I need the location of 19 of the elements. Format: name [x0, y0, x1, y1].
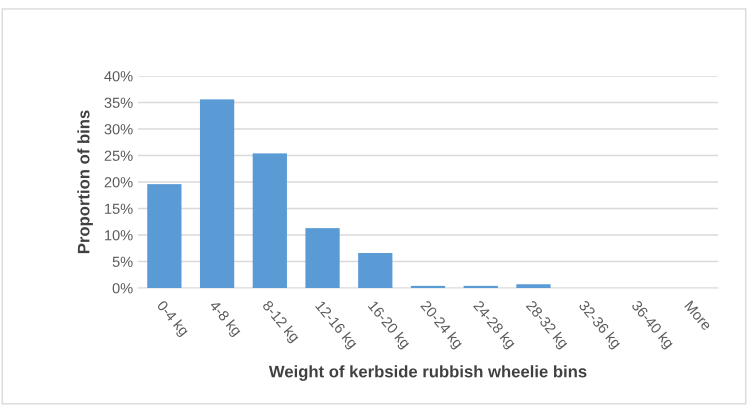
- bar: [200, 99, 234, 288]
- bar: [516, 284, 551, 288]
- y-tick-label: 20%: [104, 177, 133, 188]
- y-tick-label: 10%: [105, 230, 133, 240]
- y-tick-label: 5%: [112, 256, 133, 267]
- x-axis-title: Weight of kerbside rubbish wheelie bins: [268, 365, 586, 381]
- y-tick-label: 15%: [105, 204, 133, 214]
- bar: [305, 228, 340, 288]
- bar: [358, 253, 392, 288]
- x-tick-label: 0-4 kg: [154, 300, 190, 338]
- y-tick-label: 0%: [112, 283, 133, 294]
- bar: [252, 153, 287, 288]
- y-tick-label: 40%: [104, 71, 133, 82]
- x-tick-label: 4-8 kg: [206, 299, 243, 338]
- y-axis-title: Proportion of bins: [77, 110, 93, 254]
- bar: [147, 184, 182, 288]
- y-tick-label: 35%: [104, 98, 133, 108]
- y-tick-label: 30%: [104, 124, 133, 134]
- y-tick-label: 25%: [104, 150, 133, 161]
